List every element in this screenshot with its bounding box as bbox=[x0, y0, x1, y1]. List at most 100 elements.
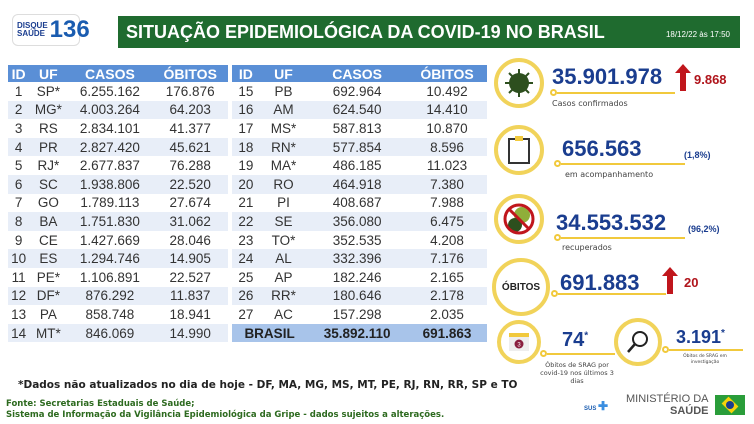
investigation-mark: * bbox=[721, 328, 725, 339]
table-cell: MA* bbox=[270, 158, 297, 174]
divider bbox=[547, 353, 615, 355]
table-cell: 1.751.830 bbox=[67, 212, 153, 231]
calendar-day: 3 bbox=[517, 343, 521, 349]
table-row: 7 GO 1.789.113 27.674 bbox=[8, 194, 228, 213]
table-cell: PB bbox=[274, 83, 293, 99]
line-dot bbox=[554, 160, 561, 167]
update-datetime: 18/12/22 às 17:50 bbox=[665, 30, 730, 39]
table-row: 24 AL 332.396 7.176 bbox=[232, 249, 487, 268]
table-cell: 2.827.420 bbox=[67, 137, 153, 157]
investigation-value: 3.191 bbox=[676, 327, 722, 347]
table-cell: 2.035 bbox=[430, 306, 464, 322]
table-cell: 23 bbox=[238, 232, 254, 248]
source-line-2: Sistema de Informação da Vigilância Epid… bbox=[6, 410, 445, 420]
table-cell: 8 bbox=[8, 212, 30, 231]
table-cell: 6.255.162 bbox=[79, 83, 140, 99]
table-cell: 577.854 bbox=[307, 137, 408, 157]
brazil-flag-icon bbox=[715, 395, 745, 415]
confirmed-label: Casos confirmados bbox=[552, 99, 628, 108]
table-cell: 11.837 bbox=[152, 286, 228, 306]
table-cell: 20 bbox=[232, 174, 260, 194]
table-cell: SP* bbox=[36, 83, 60, 99]
table-row: 25 AP 182.246 2.165 bbox=[232, 268, 487, 287]
table-cell: 1.294.746 bbox=[67, 249, 153, 268]
recovered-label: recuperados bbox=[562, 243, 612, 252]
line-dot bbox=[554, 234, 561, 241]
table-cell: 17 bbox=[238, 120, 254, 136]
source-line-1: Fonte: Secretarias Estaduais de Saúde; bbox=[6, 399, 195, 409]
recovered-pct: (96,2%) bbox=[688, 224, 720, 234]
obitos-badge-label: ÓBITOS bbox=[501, 281, 541, 293]
table-cell: 27 bbox=[238, 306, 254, 322]
table-cell: 26 bbox=[232, 286, 260, 306]
clipboard-icon bbox=[494, 125, 544, 175]
divider bbox=[561, 163, 685, 165]
table-row: 17 MS* 587.813 10.870 bbox=[232, 119, 487, 138]
virus-icon bbox=[494, 58, 544, 108]
table-cell: 8.596 bbox=[407, 137, 487, 157]
table-cell: 18 bbox=[232, 137, 260, 157]
table-cell: 486.185 bbox=[332, 158, 382, 174]
table-cell: 16 bbox=[232, 100, 260, 120]
table-cell: 15 bbox=[238, 83, 254, 99]
table-cell: 1.789.113 bbox=[80, 195, 140, 211]
sus-logo: SUS ✚ bbox=[584, 399, 609, 413]
table-row: 12 DF* 876.292 11.837 bbox=[8, 286, 228, 306]
table-cell: 464.918 bbox=[307, 174, 408, 194]
table-cell: RO bbox=[259, 174, 308, 194]
table-cell: PR bbox=[29, 137, 68, 157]
table-cell: 14.905 bbox=[152, 249, 228, 268]
column-header: ÓBITOS bbox=[152, 65, 228, 82]
table-cell: 12 bbox=[8, 286, 30, 306]
total-row: BRASIL 35.892.110 691.863 bbox=[232, 323, 487, 343]
divider bbox=[561, 237, 685, 239]
table-row: 20 RO 464.918 7.380 bbox=[232, 174, 487, 194]
table-cell: 858.748 bbox=[85, 306, 135, 322]
divider bbox=[558, 293, 666, 295]
line-dot bbox=[551, 290, 558, 297]
table-cell: 45.621 bbox=[152, 137, 228, 157]
table-row: 8 BA 1.751.830 31.062 bbox=[8, 212, 228, 231]
column-header: UF bbox=[259, 65, 308, 82]
table-cell: GO bbox=[37, 195, 59, 211]
table-cell: 41.377 bbox=[169, 120, 211, 136]
table-row: 18 RN* 577.854 8.596 bbox=[232, 137, 487, 157]
table-cell: 180.646 bbox=[307, 286, 408, 306]
disque-saude-logo: DISQUE SAÚDE 136 bbox=[12, 14, 90, 46]
no-virus-icon bbox=[494, 194, 544, 244]
table-cell: 10.492 bbox=[426, 83, 468, 99]
table-cell: TO* bbox=[271, 232, 296, 248]
table-cell: 76.288 bbox=[169, 158, 211, 174]
line-dot bbox=[540, 350, 547, 357]
deaths-delta: 20 bbox=[684, 275, 699, 290]
table-cell: 11.023 bbox=[426, 158, 468, 174]
table-cell: 19 bbox=[238, 158, 254, 174]
up-arrow-head-icon bbox=[675, 64, 691, 73]
table-cell: 14 bbox=[8, 323, 30, 343]
investigation-label: Óbitos de SRAG em investigação bbox=[683, 354, 727, 365]
table-row: 3 RS 2.834.101 41.377 bbox=[8, 119, 228, 138]
table-cell: RJ* bbox=[37, 158, 60, 174]
total-obitos: 691.863 bbox=[407, 323, 487, 343]
table-cell: 587.813 bbox=[332, 120, 382, 136]
table-row: 23 TO* 352.535 4.208 bbox=[232, 231, 487, 250]
column-header: ID bbox=[8, 65, 30, 82]
magnifier-icon bbox=[614, 318, 662, 366]
table-cell: 11 bbox=[11, 269, 26, 285]
table-cell: PI bbox=[277, 195, 290, 211]
page-title: SITUAÇÃO EPIDEMIOLÓGICA DA COVID-19 NO B… bbox=[126, 21, 605, 42]
table-cell: DF* bbox=[29, 286, 68, 306]
logo-line1: DISQUE bbox=[17, 21, 48, 30]
table-row: 2 MG* 4.003.264 64.203 bbox=[8, 100, 228, 120]
table-cell: 10.870 bbox=[426, 120, 468, 136]
footnote: *Dados não atualizados no dia de hoje - … bbox=[18, 379, 518, 391]
confirmed-value: 35.901.978 bbox=[552, 64, 663, 89]
table-cell: 14.990 bbox=[152, 323, 228, 343]
table-cell: 408.687 bbox=[332, 195, 382, 211]
table-cell: ES bbox=[29, 249, 68, 268]
column-header: CASOS bbox=[307, 65, 408, 82]
deaths-value: 691.883 bbox=[560, 270, 640, 295]
logo-number: 136 bbox=[49, 16, 90, 43]
table-cell: 22.520 bbox=[152, 174, 228, 194]
table-cell: 24 bbox=[232, 249, 260, 268]
